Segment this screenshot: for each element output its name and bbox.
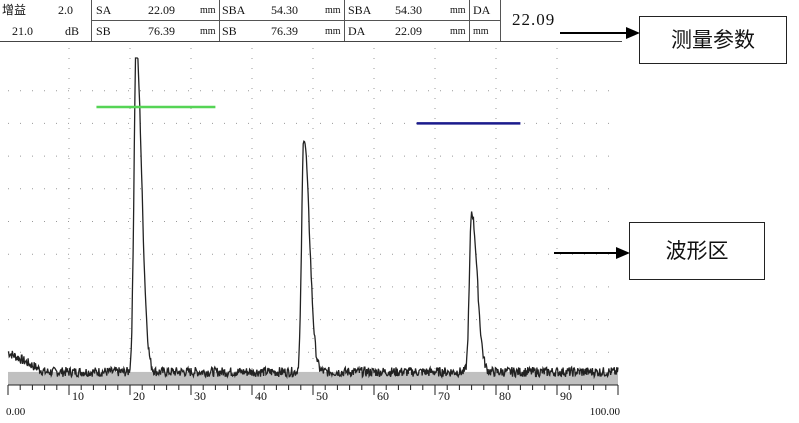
params-callout: 测量参数 <box>639 16 787 64</box>
sa-value: 22.09 <box>148 3 175 17</box>
waveform-area: 10 20 30 40 50 60 70 80 90 0.00 100.00 <box>6 48 621 418</box>
ultrasonic-display-panel: 增益 2.0 21.0 dB SA 22.09 mm SBA 54.30 mm … <box>0 0 622 418</box>
da-label: DA <box>473 3 491 17</box>
parameter-bar: 增益 2.0 21.0 dB SA 22.09 mm SBA 54.30 mm … <box>0 0 622 42</box>
separator <box>500 0 501 41</box>
sba-label: SBA <box>348 3 372 17</box>
da-unit: mm <box>450 26 466 37</box>
gain-value: 21.0 <box>12 24 33 38</box>
x-tick-label: 70 <box>438 389 450 403</box>
params-arrow <box>560 27 640 39</box>
baseline-noise <box>8 371 618 385</box>
x-tick-label: 30 <box>194 389 206 403</box>
x-tick-label: 20 <box>133 389 145 403</box>
sb-label: SB <box>222 24 237 38</box>
da-value: 22.09 <box>395 24 422 38</box>
separator <box>91 20 500 21</box>
x-tick-label: 80 <box>499 389 511 403</box>
sba-value: 54.30 <box>395 3 422 17</box>
sba-value: 54.30 <box>271 3 298 17</box>
wave-arrow <box>554 247 630 259</box>
sb-value: 76.39 <box>271 24 298 38</box>
waveform-trace <box>7 57 619 380</box>
x-tick-label: 50 <box>316 389 328 403</box>
wave-callout-label: 波形区 <box>665 239 729 263</box>
sa-label: SA <box>96 3 112 17</box>
unit-label: mm <box>473 26 489 37</box>
sb-label: SB <box>96 24 111 38</box>
gain-unit: dB <box>65 24 80 38</box>
gain-step: 2.0 <box>58 3 73 17</box>
gain-label: 增益 <box>2 3 27 17</box>
x-start-label: 0.00 <box>6 406 26 418</box>
da-label: DA <box>348 24 366 38</box>
sba-unit: mm <box>450 5 466 16</box>
x-tick-label: 40 <box>255 389 267 403</box>
sb-value: 76.39 <box>148 24 175 38</box>
x-tick-label: 10 <box>72 389 84 403</box>
x-tick-label: 90 <box>560 389 572 403</box>
wave-callout: 波形区 <box>629 222 765 280</box>
sb-unit: mm <box>325 26 341 37</box>
measurement-readout: 22.09 <box>512 10 556 29</box>
sba-label: SBA <box>222 3 246 17</box>
sba-unit: mm <box>325 5 341 16</box>
sa-unit: mm <box>200 5 216 16</box>
x-tick-label: 60 <box>377 389 389 403</box>
params-callout-label: 测量参数 <box>671 28 755 52</box>
sb-unit: mm <box>200 26 216 37</box>
x-end-label: 100.00 <box>590 406 621 418</box>
